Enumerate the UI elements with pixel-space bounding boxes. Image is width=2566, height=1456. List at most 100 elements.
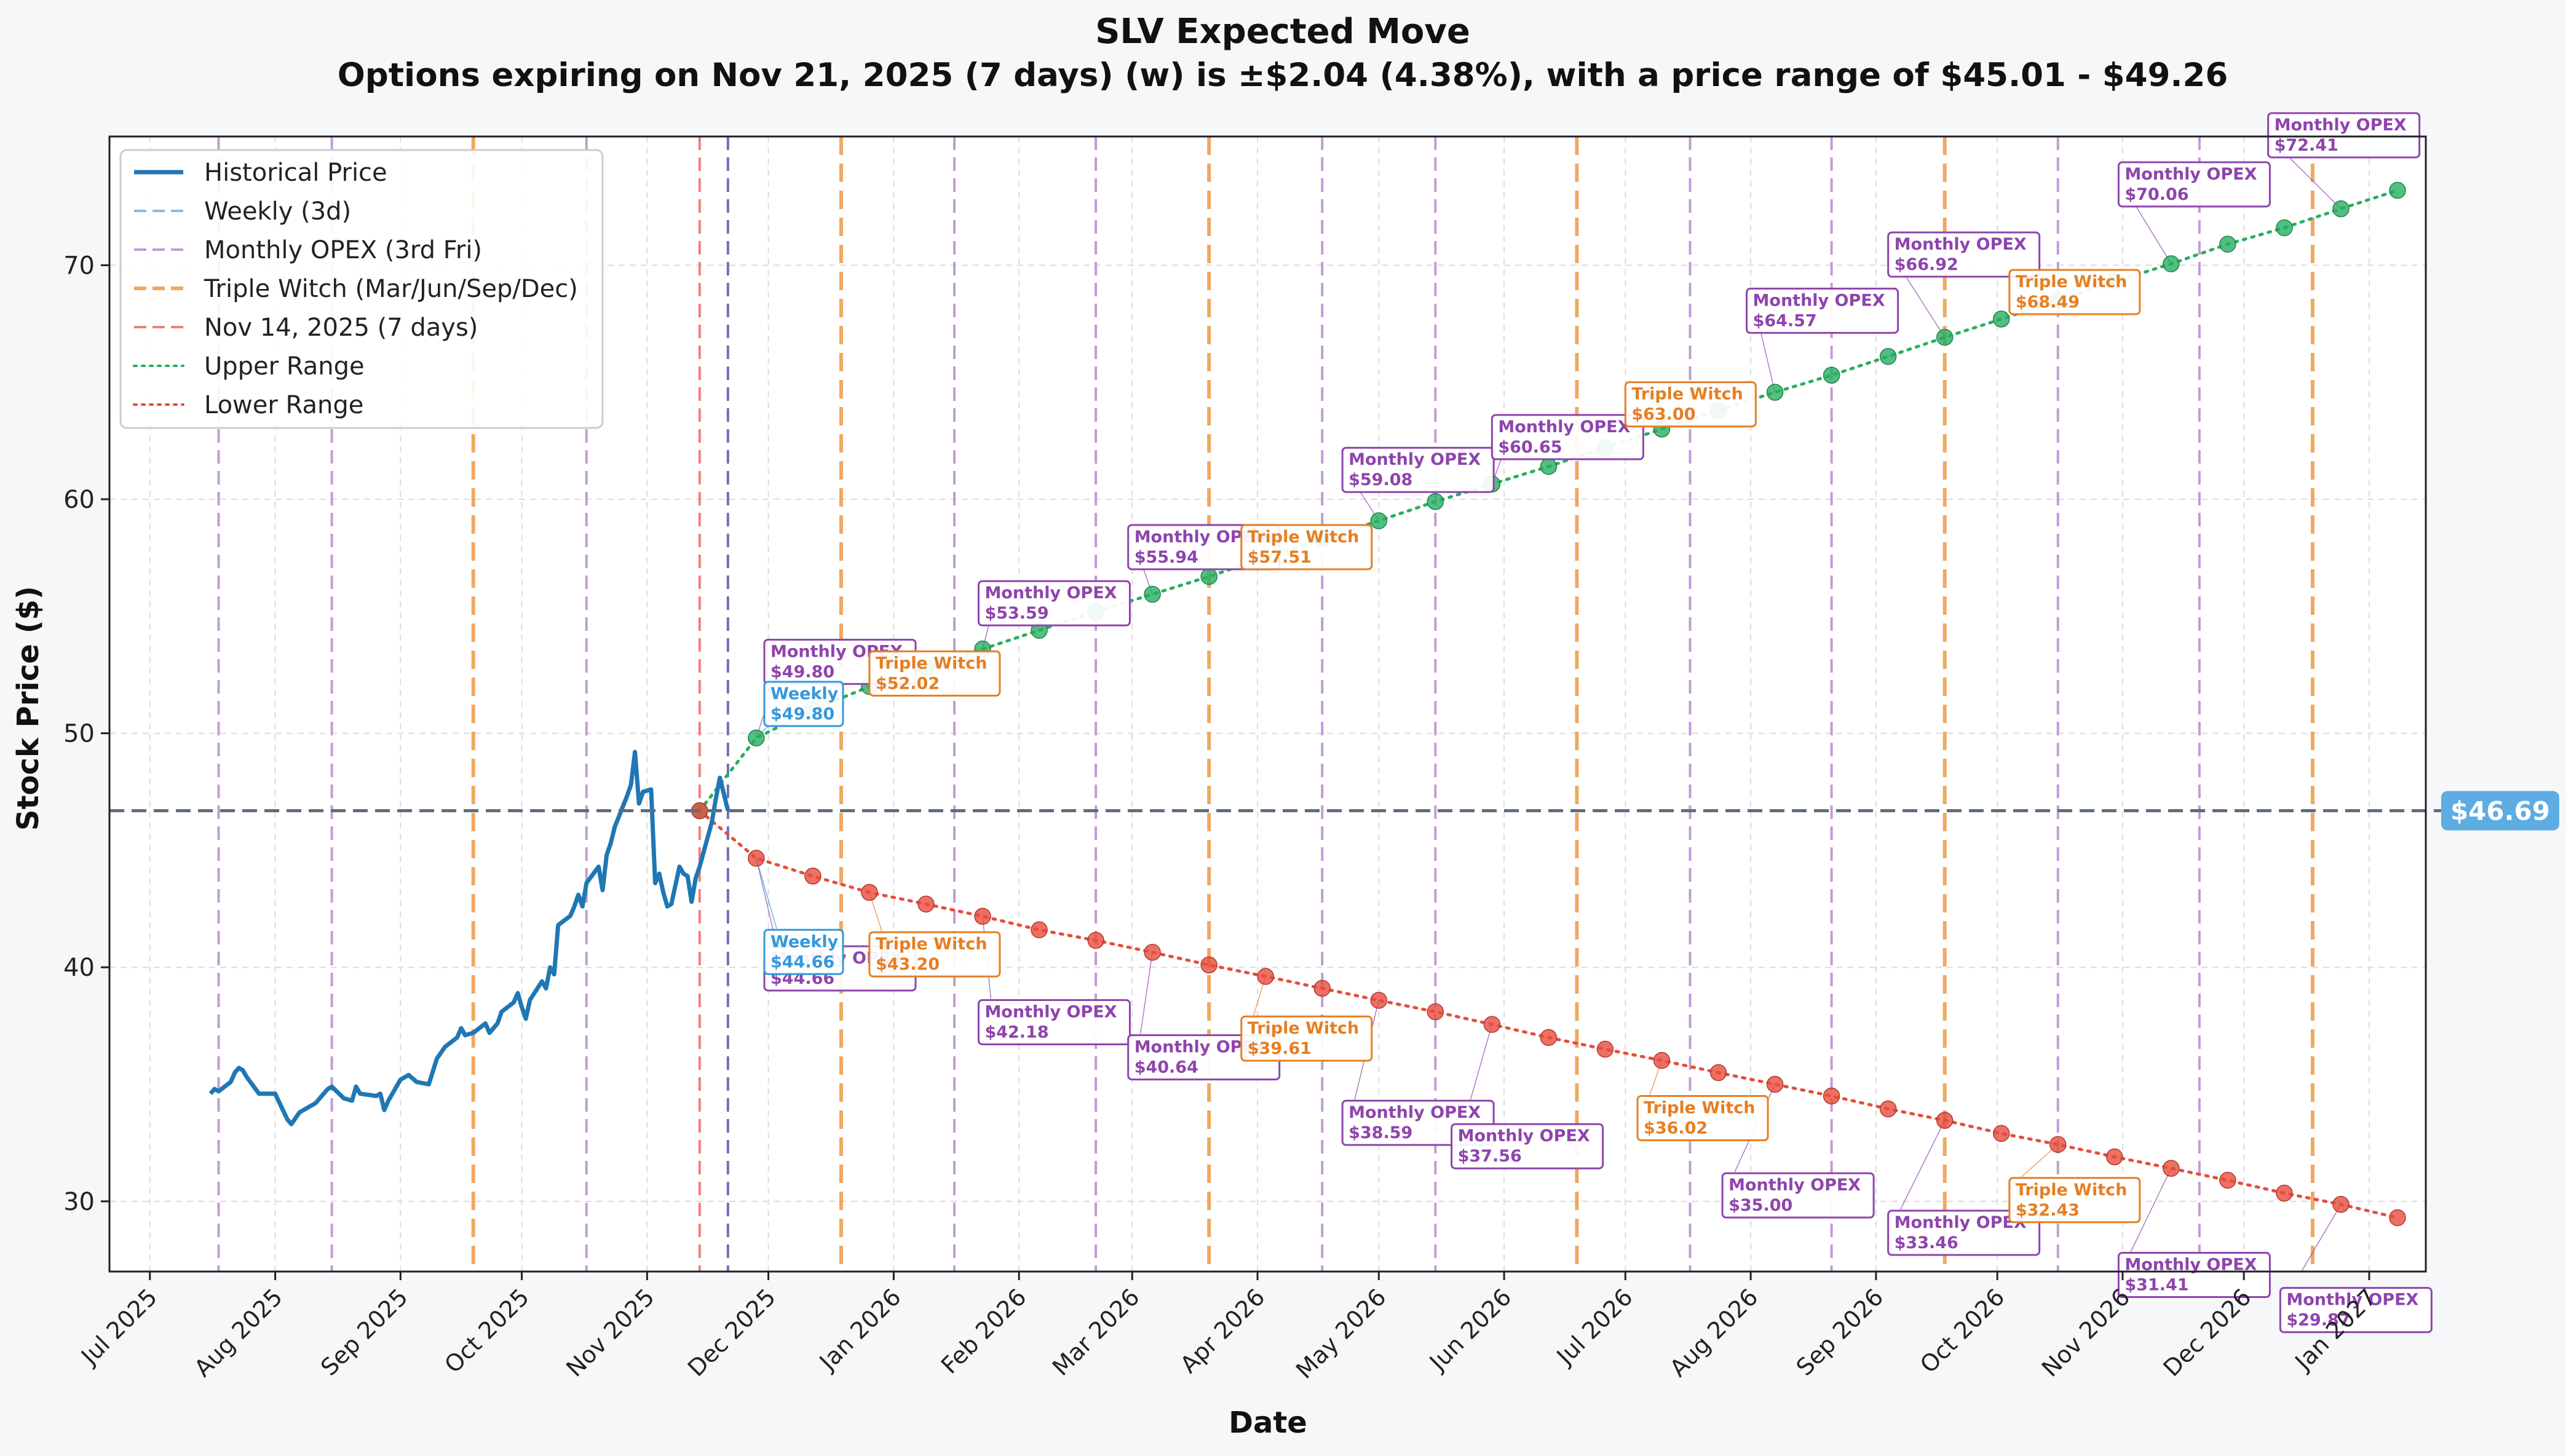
upper-range-point [1766, 384, 1784, 401]
lower-range-point [2276, 1184, 2293, 1202]
y-tick-label: 30 [63, 1188, 95, 1216]
annotation-label-triple: Triple Witch$43.20 [868, 931, 1001, 978]
y-axis-label: Stock Price ($) [11, 586, 46, 831]
annotation-box [763, 681, 844, 727]
lower-range-point [2163, 1160, 2180, 1177]
annotation-title: Triple Witch [2016, 272, 2128, 291]
current-price-badge: $46.69 [2441, 791, 2559, 831]
annotation-title: Monthly OPEX [1728, 1176, 1861, 1195]
annotation-label-monthly: Monthly OPEX$64.57 [1746, 287, 1899, 334]
x-tick-label: Oct 2025 [439, 1283, 534, 1379]
annotation-box [1341, 446, 1495, 493]
annotation-box [2279, 1287, 2433, 1334]
axes-frame [108, 135, 2427, 1273]
annotation-leader [756, 858, 777, 929]
annotation-label-triple: Triple Witch$63.00 [1624, 381, 1757, 428]
annotation-box [1636, 1095, 1769, 1142]
annotation-value: $49.80 [770, 705, 834, 724]
annotation-title: Triple Witch [876, 935, 988, 954]
lower-range-point [1540, 1029, 1558, 1046]
x-tick-label: Aug 2026 [1665, 1283, 1764, 1382]
annotation-title: Triple Witch [2016, 1181, 2128, 1200]
annotation-value: $66.92 [1895, 255, 1958, 274]
lower-range-point [1200, 956, 1218, 974]
lower-range-point [1596, 1040, 1614, 1058]
x-tick-label: Jun 2026 [1424, 1283, 1516, 1376]
upper-range-point [2163, 255, 2180, 272]
upper-range-point [2389, 181, 2406, 199]
annotation-box [1887, 1209, 2041, 1256]
annotation-box [1491, 414, 1644, 461]
annotation-box [2267, 112, 2421, 159]
annotation-value: $64.57 [1753, 311, 1817, 330]
x-tick-label: Oct 2026 [1915, 1283, 2010, 1379]
annotation-title: Monthly OPEX [2124, 165, 2257, 184]
lower-range-point [2049, 1136, 2067, 1153]
upper-range-point [1370, 512, 1388, 529]
annotation-title: Monthly OPEX [2275, 116, 2407, 135]
x-tick-label: Nov 2026 [2037, 1283, 2135, 1382]
annotation-value: $72.41 [2275, 136, 2338, 155]
annotation-box [868, 650, 1001, 697]
annotation-value: $40.64 [1135, 1058, 1198, 1077]
annotation-title: Monthly OPEX [1458, 1126, 1590, 1145]
lower-range-point [1313, 979, 1331, 997]
annotation-box [1721, 1172, 1875, 1219]
chart-title: SLV Expected Move [1095, 12, 1470, 52]
lower-range-point [2389, 1209, 2406, 1227]
x-tick-label: Sep 2025 [315, 1283, 413, 1381]
lower-range-point [1427, 1003, 1444, 1021]
lower-range-point [1257, 968, 1274, 985]
lower-range-point [1823, 1087, 1840, 1105]
annotation-value: $57.51 [1248, 548, 1312, 567]
lower-range-point [861, 884, 878, 901]
lower-range-point [974, 908, 991, 925]
annotation-title: Triple Witch [1644, 1099, 1756, 1118]
annotation-box [763, 928, 844, 975]
x-tick-label: Nov 2025 [561, 1283, 659, 1382]
current-price-badge-text: $46.69 [2450, 796, 2550, 826]
annotation-title: Monthly OPEX [984, 584, 1117, 603]
annotation-box [2008, 269, 2141, 315]
lower-range-point [804, 868, 822, 885]
annotation-labels: Monthly OPEX $49.80 Weekly $49.80 Triple Wit… [763, 112, 2433, 1334]
x-tick-label: Mar 2026 [1047, 1283, 1145, 1381]
lower-range-point [1483, 1016, 1501, 1033]
lower-range-point [1936, 1112, 1954, 1129]
x-tick-label: Aug 2025 [189, 1283, 288, 1382]
annotation-label-monthly: Monthly OPEX$70.06 [2117, 161, 2271, 208]
annotation-leader [1139, 952, 1153, 1034]
y-tick-label: 50 [63, 720, 95, 748]
annotation-value: $32.43 [2016, 1201, 2080, 1220]
annotation-title: Monthly OPEX [1348, 1103, 1481, 1122]
annotation-label-triple: Triple Witch$32.43 [2008, 1177, 2141, 1224]
annotation-value: $44.66 [770, 952, 834, 971]
annotation-box [868, 931, 1001, 978]
annotation-label-triple: Triple Witch $68.49 [2008, 269, 2141, 315]
annotation-leader [1900, 267, 1946, 338]
annotation-box [977, 580, 1131, 627]
annotation-label-triple: Triple Witch$39.61 [1240, 1015, 1373, 1062]
annotation-label-monthly: Monthly OPEX$29.87 [2279, 1287, 2433, 1334]
annotation-value: $31.41 [2124, 1276, 2188, 1295]
annotation-leader [2300, 1204, 2342, 1272]
annotation-value: $39.61 [1248, 1039, 1312, 1058]
annotation-title: Monthly OPEX [984, 1002, 1117, 1021]
x-tick-label: Feb 2026 [936, 1283, 1032, 1379]
x-tick-label: Sep 2026 [1791, 1283, 1889, 1381]
x-tick-label: Jan 2026 [814, 1283, 906, 1376]
upper-range-point [748, 729, 765, 746]
legend-label: Triple Witch (Mar/Jun/Sep/Dec) [204, 275, 578, 303]
legend-box [119, 149, 604, 429]
annotation-value: $42.18 [984, 1023, 1048, 1042]
annotation-box [1624, 381, 1757, 428]
annotation-box [1887, 231, 2041, 278]
x-axis-label: Date [1229, 1406, 1307, 1440]
annotation-label-weekly: Weekly $49.80 [763, 681, 844, 727]
annotation-title: Weekly [770, 932, 839, 951]
x-tick-label: Dec 2026 [2158, 1283, 2256, 1382]
annotation-label-monthly: Monthly OPEX $42.18 [977, 999, 1131, 1045]
annotation-value: $68.49 [2016, 293, 2080, 312]
legend-label: Upper Range [204, 352, 365, 381]
x-tick-label: May 2026 [1291, 1283, 1392, 1384]
